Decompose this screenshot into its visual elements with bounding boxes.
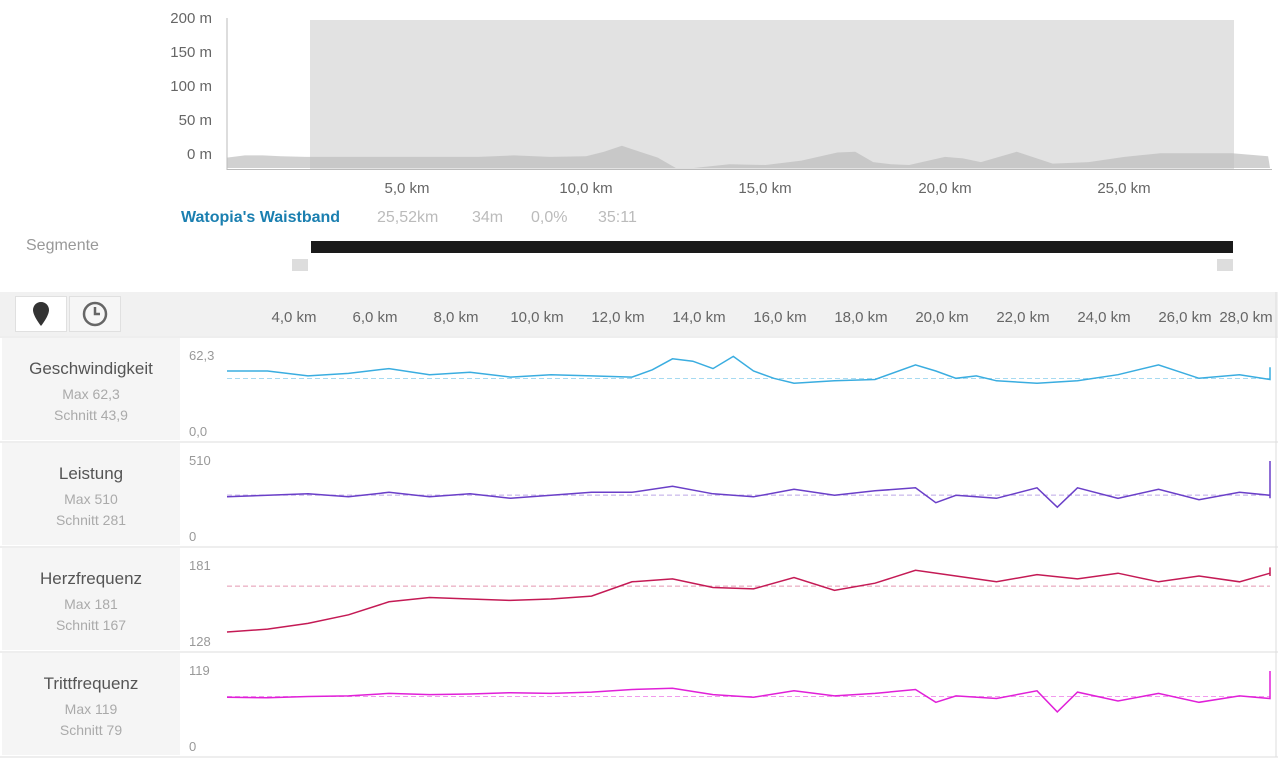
elevation-area — [227, 145, 1270, 168]
cadence-axis-top: 119 — [189, 663, 210, 678]
distance-tick-label: 20,0 km — [915, 309, 969, 326]
panel-label-box — [2, 338, 180, 440]
segment-name-link[interactable]: Watopia's Waistband — [181, 209, 341, 226]
elevation-y-tick-label: 100 m — [170, 78, 212, 95]
distance-tick-label: 26,0 km — [1158, 309, 1212, 326]
power-series-line — [226, 461, 1271, 509]
distance-tick-label: 18,0 km — [834, 309, 888, 326]
segment-time: 35:11 — [598, 209, 637, 226]
speed-max-value: Max 62,3 — [62, 386, 120, 402]
heartrate-axis-bottom: 128 — [189, 634, 211, 649]
heartrate-avg-value: Schnitt 167 — [55, 617, 127, 633]
graph-header — [0, 292, 1278, 336]
power-avg-value: Schnitt 281 — [55, 512, 127, 528]
distance-tick-label: 22,0 km — [996, 309, 1050, 326]
distance-tick-label: 24,0 km — [1077, 309, 1131, 326]
time-mode-button[interactable] — [69, 296, 121, 332]
power-max-value: Max 510 — [64, 491, 118, 507]
speed-series-line — [227, 355, 1271, 384]
power-axis-top: 510 — [189, 453, 211, 468]
segment-handle-right[interactable] — [1217, 259, 1233, 271]
heartrate-max-value: Max 181 — [64, 596, 118, 612]
power-axis-bottom: 0 — [189, 529, 197, 544]
distance-tick-label: 4,0 km — [271, 309, 317, 326]
distance-mode-button[interactable] — [15, 296, 67, 332]
speed-avg-value: Schnitt 43,9 — [54, 407, 128, 423]
elevation-y-tick-label: 0 m — [186, 146, 212, 163]
elevation-x-tick-label: 25,0 km — [1097, 180, 1151, 197]
elevation-x-tick-label: 20,0 km — [918, 180, 972, 197]
segment-grade: 0,0% — [531, 209, 568, 226]
power-panel-title: Leistung — [58, 464, 124, 483]
segment-bar — [311, 241, 1233, 253]
cadence-axis-bottom: 0 — [189, 739, 197, 754]
speed-axis-top: 62,3 — [189, 348, 215, 363]
segment-distance: 25,52km — [377, 209, 439, 226]
panel-separator — [0, 441, 1278, 443]
elevation-x-tick-label: 15,0 km — [738, 180, 792, 197]
segments-label: Segmente — [26, 237, 99, 254]
cadence-panel-title: Trittfrequenz — [43, 674, 139, 693]
elevation-x-tick-label: 5,0 km — [384, 180, 430, 197]
distance-tick-label: 12,0 km — [591, 309, 645, 326]
distance-tick-label: 14,0 km — [672, 309, 726, 326]
cadence-max-value: Max 119 — [64, 701, 118, 717]
panel-label-box — [2, 548, 180, 650]
segment-highlight-area — [310, 20, 1234, 169]
map-pin-icon — [33, 302, 49, 326]
heartrate-panel-title: Herzfrequenz — [39, 569, 143, 588]
elevation-y-tick-label: 150 m — [170, 44, 212, 61]
heartrate-axis-top: 181 — [189, 558, 211, 573]
elevation-chart — [226, 18, 1272, 271]
panel-separator — [0, 336, 1278, 338]
panel-separator — [0, 651, 1278, 653]
panel-label-box — [2, 443, 180, 545]
cadence-series-line — [226, 671, 1271, 713]
distance-tick-label: 28,0 km — [1219, 309, 1273, 326]
panel-separator — [0, 756, 1278, 758]
segment-elevation: 34m — [472, 209, 504, 226]
cadence-avg-value: Schnitt 79 — [59, 722, 123, 738]
distance-tick-label: 8,0 km — [433, 309, 479, 326]
distance-tick-label: 16,0 km — [753, 309, 807, 326]
elevation-y-tick-label: 200 m — [170, 10, 212, 27]
speed-panel-title: Geschwindigkeit — [29, 359, 153, 378]
panel-label-box — [2, 653, 180, 755]
speed-axis-bottom: 0,0 — [189, 424, 208, 439]
elevation-y-tick-label: 50 m — [178, 112, 212, 129]
clock-icon — [82, 301, 108, 327]
heartrate-series-line — [226, 567, 1271, 633]
elevation-x-tick-label: 10,0 km — [559, 180, 613, 197]
distance-tick-label: 10,0 km — [510, 309, 564, 326]
distance-tick-label: 6,0 km — [352, 309, 398, 326]
panel-separator — [0, 546, 1278, 548]
segment-handle-left[interactable] — [292, 259, 308, 271]
